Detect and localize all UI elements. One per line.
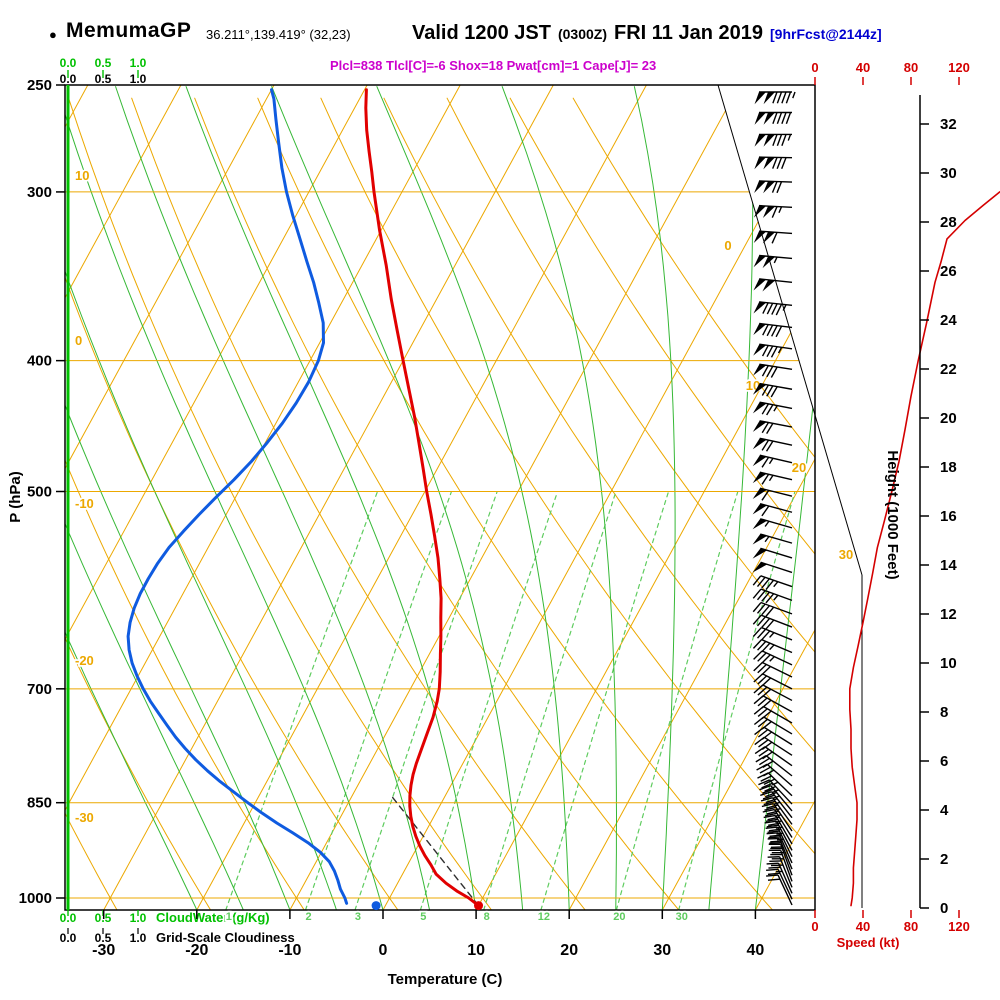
svg-text:6: 6 xyxy=(940,753,948,770)
valid-time-utc: (0300Z) xyxy=(557,26,608,42)
svg-text:0: 0 xyxy=(811,60,818,75)
svg-text:400: 400 xyxy=(27,353,52,370)
svg-text:1: 1 xyxy=(226,911,232,923)
svg-text:2: 2 xyxy=(305,911,311,923)
svg-text:40: 40 xyxy=(856,60,870,75)
svg-text:-30: -30 xyxy=(75,810,94,825)
svg-text:120: 120 xyxy=(948,60,970,75)
svg-text:22: 22 xyxy=(940,361,957,378)
svg-text:26: 26 xyxy=(940,263,957,280)
svg-text:300: 300 xyxy=(27,184,52,201)
sounding-curves xyxy=(126,88,484,911)
svg-text:CloudWater (g/Kg): CloudWater (g/Kg) xyxy=(156,910,270,925)
wind-barbs xyxy=(752,91,796,906)
svg-text:10: 10 xyxy=(940,655,957,672)
svg-text:14: 14 xyxy=(940,557,957,574)
svg-text:0: 0 xyxy=(724,238,731,253)
svg-text:0: 0 xyxy=(379,942,388,959)
svg-text:Temperature (C): Temperature (C) xyxy=(388,971,503,988)
svg-text:0.5: 0.5 xyxy=(95,56,112,70)
wind-speed-curve xyxy=(848,191,1000,907)
svg-text:-10: -10 xyxy=(278,942,301,959)
svg-text:8: 8 xyxy=(484,911,490,923)
svg-text:10: 10 xyxy=(75,168,89,183)
svg-text:0: 0 xyxy=(75,333,82,348)
svg-text:1.0: 1.0 xyxy=(130,931,147,945)
svg-text:0.0: 0.0 xyxy=(60,72,77,86)
svg-text:-30: -30 xyxy=(92,942,115,959)
svg-text:30: 30 xyxy=(653,942,671,959)
parcel-path xyxy=(389,793,480,907)
svg-text:0.0: 0.0 xyxy=(60,931,77,945)
station-bullet: ● xyxy=(49,27,57,42)
stability-indices-line: Plcl=838 Tlcl[C]=-6 Shox=18 Pwat[cm]=1 C… xyxy=(330,58,657,73)
svg-text:30: 30 xyxy=(940,165,957,182)
svg-text:-20: -20 xyxy=(75,653,94,668)
svg-text:40: 40 xyxy=(747,942,765,959)
station-coordinates: 36.211°,139.419° (32,23) xyxy=(206,27,351,42)
svg-text:Grid-Scale Cloudiness: Grid-Scale Cloudiness xyxy=(156,930,295,945)
svg-text:120: 120 xyxy=(948,919,970,934)
svg-text:30: 30 xyxy=(839,547,853,562)
svg-text:850: 850 xyxy=(27,795,52,812)
svg-text:12: 12 xyxy=(940,606,957,623)
valid-date: FRI 11 Jan 2019 xyxy=(614,22,763,44)
svg-text:5: 5 xyxy=(420,911,426,923)
svg-text:P (hPa): P (hPa) xyxy=(7,471,24,522)
svg-text:-10: -10 xyxy=(75,496,94,511)
svg-text:20: 20 xyxy=(792,460,806,475)
svg-text:1.0: 1.0 xyxy=(130,72,147,86)
svg-text:20: 20 xyxy=(940,410,957,427)
plot-border xyxy=(64,84,816,911)
svg-text:0.0: 0.0 xyxy=(60,56,77,70)
svg-text:2: 2 xyxy=(940,851,948,868)
valid-time-main: Valid 1200 JST xyxy=(412,22,551,44)
svg-text:8: 8 xyxy=(940,704,948,721)
svg-text:250: 250 xyxy=(27,77,52,94)
svg-text:40: 40 xyxy=(856,919,870,934)
svg-text:24: 24 xyxy=(940,312,957,329)
cloud-scales-top: 0.0 0.5 1.0 0.0 0.5 1.0 xyxy=(60,56,147,86)
svg-text:30: 30 xyxy=(676,911,688,923)
svg-text:80: 80 xyxy=(904,60,918,75)
svg-text:-20: -20 xyxy=(185,942,208,959)
svg-text:0.5: 0.5 xyxy=(95,72,112,86)
svg-text:16: 16 xyxy=(940,508,957,525)
svg-text:Height (1000 Feet): Height (1000 Feet) xyxy=(884,450,901,579)
svg-text:700: 700 xyxy=(27,681,52,698)
station-name: MemumaGP xyxy=(66,19,192,42)
valid-time-group: Valid 1200 JST (0300Z) FRI 11 Jan 2019 [… xyxy=(412,22,882,45)
svg-text:Speed (kt): Speed (kt) xyxy=(837,935,900,950)
svg-text:1.0: 1.0 xyxy=(130,911,147,925)
svg-text:80: 80 xyxy=(904,919,918,934)
svg-text:500: 500 xyxy=(27,484,52,501)
svg-text:20: 20 xyxy=(560,942,578,959)
svg-text:1.0: 1.0 xyxy=(130,56,147,70)
svg-text:32: 32 xyxy=(940,116,957,133)
svg-text:0.0: 0.0 xyxy=(60,911,77,925)
svg-text:0: 0 xyxy=(940,900,948,917)
svg-text:4: 4 xyxy=(940,802,949,819)
skewt-grid xyxy=(65,85,815,910)
forecast-tag: [9hrFcst@2144z] xyxy=(770,26,882,42)
pressure-axis: 250 300 400 500 700 850 1000 P (hPa) xyxy=(7,77,65,907)
svg-text:10: 10 xyxy=(467,942,485,959)
svg-text:20: 20 xyxy=(613,911,625,923)
svg-text:3: 3 xyxy=(355,911,361,923)
svg-text:28: 28 xyxy=(940,214,957,231)
svg-text:1000: 1000 xyxy=(19,890,52,907)
svg-text:18: 18 xyxy=(940,459,957,476)
svg-text:12: 12 xyxy=(538,911,550,923)
svg-text:0: 0 xyxy=(811,919,818,934)
temperature-axis: -30 -20 -10 0 10 20 30 40 Temperature (C) xyxy=(92,910,764,988)
svg-text:0.5: 0.5 xyxy=(95,931,112,945)
